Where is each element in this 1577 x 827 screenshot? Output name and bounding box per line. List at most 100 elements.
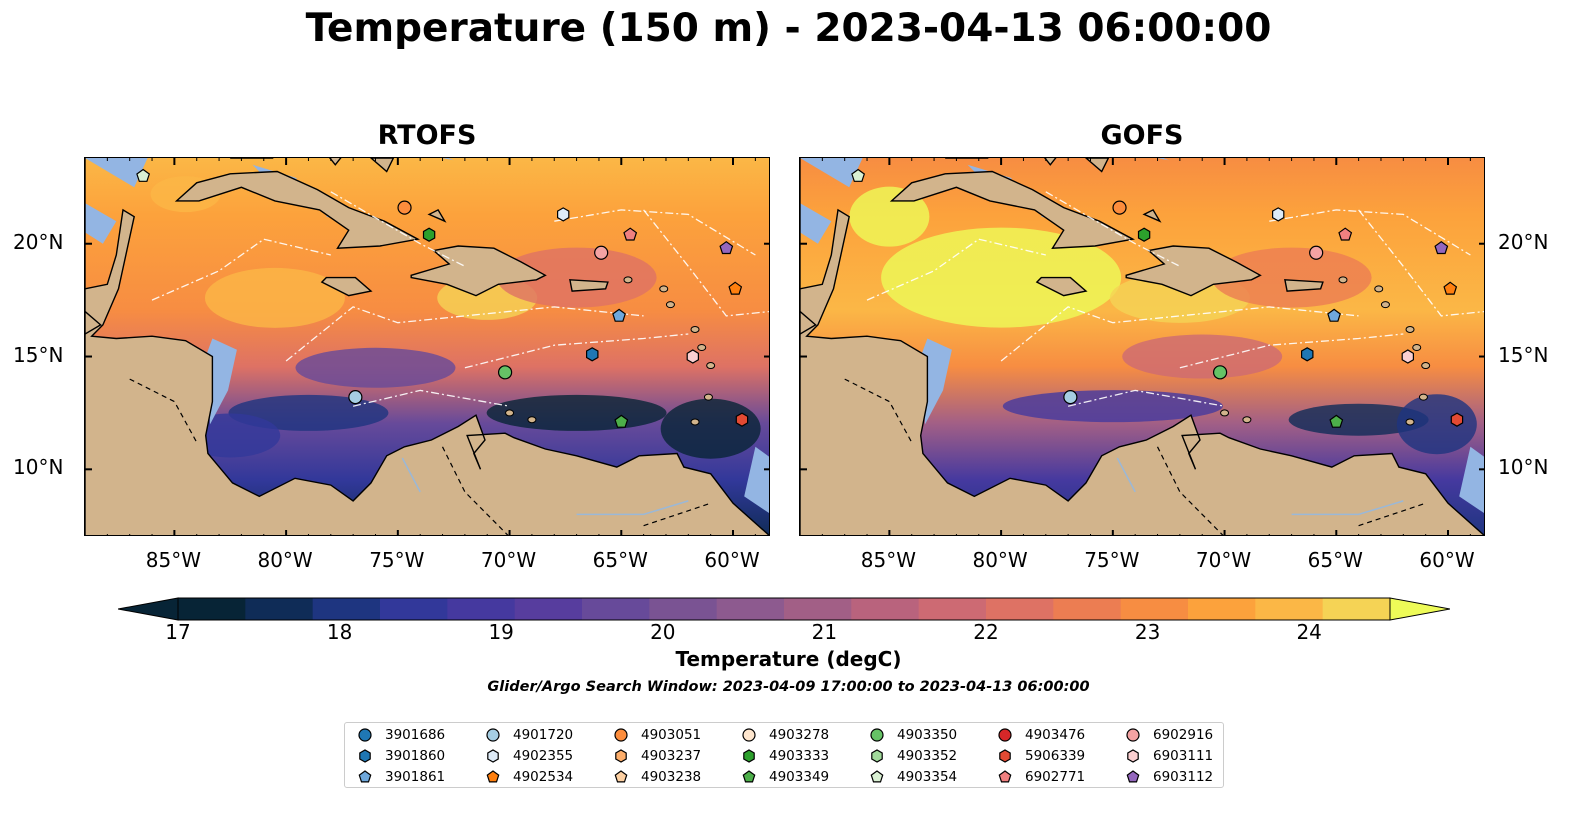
colorbar-segment <box>851 598 920 620</box>
colorbar-segment <box>447 598 516 620</box>
colorbar-segment <box>514 598 583 620</box>
float-marker-4903051[interactable] <box>1112 200 1127 215</box>
lat-label-right-1: 15°N <box>1498 342 1549 367</box>
legend-label: 3901686 <box>385 727 446 743</box>
legend-item-4903051: 4903051 <box>613 726 701 744</box>
colorbar-segment <box>649 598 718 620</box>
circle-marker-icon <box>870 728 884 742</box>
legend-item-6902771: 6902771 <box>997 768 1085 786</box>
legend-label: 3901861 <box>385 769 446 785</box>
float-legend: 3901686 3901860 3901861 4901720 4902355 49025… <box>344 722 1224 788</box>
legend-item-4903278: 4903278 <box>741 726 829 744</box>
float-marker-6902771[interactable] <box>623 227 638 241</box>
lon-label-1-0: 85°W <box>860 548 916 572</box>
temperature-colorbar <box>118 597 1450 621</box>
lat-label-left-2: 10°N <box>13 455 64 480</box>
float-marker-3901860b[interactable] <box>1301 347 1314 362</box>
figure-title: Temperature (150 m) - 2023-04-13 06:00:0… <box>305 6 1272 51</box>
colorbar-label: Temperature (degC) <box>675 647 902 671</box>
colorbar-segment <box>1188 598 1256 620</box>
float-marker-5906339[interactable] <box>735 412 749 427</box>
legend-item-3901861: 3901861 <box>357 768 445 786</box>
lon-label-1-2: 75°W <box>1084 548 1140 572</box>
float-marker-6903112[interactable] <box>1434 240 1449 255</box>
panel-title-gofs: GOFS <box>1100 120 1184 151</box>
map-panel-gofs[interactable] <box>799 157 1485 536</box>
legend-label: 5906339 <box>1025 748 1086 764</box>
float-marker-6902771[interactable] <box>1338 227 1353 241</box>
float-marker-6903112[interactable] <box>719 240 734 255</box>
float-marker-4901720[interactable] <box>348 390 363 405</box>
legend-item-4901720: 4901720 <box>485 726 573 744</box>
legend-label: 4901720 <box>513 727 574 743</box>
float-marker-6902916[interactable] <box>594 245 609 260</box>
colorbar-segment <box>1255 598 1324 620</box>
float-marker-3901861[interactable] <box>612 308 626 322</box>
float-marker-4903051[interactable] <box>397 200 412 215</box>
legend-item-4903238: 4903238 <box>613 768 701 786</box>
legend-item-4903354: 4903354 <box>869 768 957 786</box>
colorbar-segment <box>986 598 1054 620</box>
lon-label-0-1: 80°W <box>257 548 313 572</box>
float-marker-4901720[interactable] <box>1063 390 1078 405</box>
float-marker-4903333[interactable] <box>1137 227 1151 242</box>
hexagon-marker-icon <box>1127 749 1139 763</box>
float-marker-4903354[interactable] <box>136 168 151 182</box>
float-marker-4903350[interactable] <box>1212 365 1228 380</box>
legend-label: 4903349 <box>769 769 830 785</box>
float-marker-6903111[interactable] <box>1401 349 1415 364</box>
map-panel-rtofs[interactable] <box>84 157 770 536</box>
float-marker-6902916[interactable] <box>1309 245 1324 260</box>
float-marker-4903349[interactable] <box>1329 414 1344 428</box>
circle-marker-icon <box>998 728 1012 742</box>
legend-label: 4903051 <box>641 727 702 743</box>
float-marker-3901860b[interactable] <box>586 347 599 362</box>
map-canvas <box>800 158 1484 535</box>
legend-label: 6902916 <box>1153 727 1214 743</box>
colorbar-tick-19: 19 <box>488 620 514 644</box>
hexagon-marker-icon <box>359 749 371 763</box>
float-marker-4902355[interactable] <box>557 207 570 222</box>
float-marker-3901861[interactable] <box>1327 308 1341 322</box>
colorbar-tick-17: 17 <box>165 620 191 644</box>
float-marker-6903111[interactable] <box>686 349 700 364</box>
colorbar-segment <box>1053 598 1122 620</box>
colorbar-tick-20: 20 <box>650 620 676 644</box>
colorbar-segment <box>380 598 448 620</box>
legend-label: 4902355 <box>513 748 574 764</box>
legend-item-3901686: 3901686 <box>357 726 445 744</box>
pentagon-marker-icon <box>486 770 500 783</box>
float-marker-4902534[interactable] <box>1443 281 1458 295</box>
legend-item-5906339: 5906339 <box>997 747 1085 765</box>
colorbar-segment <box>1322 598 1391 620</box>
lat-label-right-0: 20°N <box>1498 229 1549 254</box>
float-marker-4903349[interactable] <box>614 414 629 428</box>
legend-item-4903350: 4903350 <box>869 726 957 744</box>
float-marker-5906339[interactable] <box>1450 412 1464 427</box>
float-marker-4902355[interactable] <box>1272 207 1285 222</box>
lon-label-1-5: 60°W <box>1419 548 1475 572</box>
legend-label: 4903238 <box>641 769 702 785</box>
legend-label: 4903333 <box>769 748 830 764</box>
lat-label-left-0: 20°N <box>13 229 64 254</box>
float-marker-4902534[interactable] <box>728 281 743 295</box>
float-marker-4903333[interactable] <box>422 227 436 242</box>
legend-item-4903352: 4903352 <box>869 747 957 765</box>
pentagon-marker-icon <box>614 770 628 783</box>
hexagon-marker-icon <box>871 749 883 763</box>
legend-item-4903237: 4903237 <box>613 747 701 765</box>
legend-item-6903111: 6903111 <box>1125 747 1213 765</box>
legend-label: 4903278 <box>769 727 830 743</box>
legend-item-4902355: 4902355 <box>485 747 573 765</box>
legend-item-4903349: 4903349 <box>741 768 829 786</box>
legend-item-4902534: 4902534 <box>485 768 573 786</box>
legend-label: 4903476 <box>1025 727 1086 743</box>
lon-label-0-3: 70°W <box>480 548 537 572</box>
float-marker-4903350[interactable] <box>497 365 513 380</box>
circle-marker-icon <box>1126 728 1140 742</box>
colorbar-segment <box>312 598 381 620</box>
colorbar-tick-23: 23 <box>1134 620 1161 644</box>
colorbar-tick-21: 21 <box>811 620 838 644</box>
lon-label-1-3: 70°W <box>1195 548 1252 572</box>
float-marker-4903354[interactable] <box>851 168 866 182</box>
